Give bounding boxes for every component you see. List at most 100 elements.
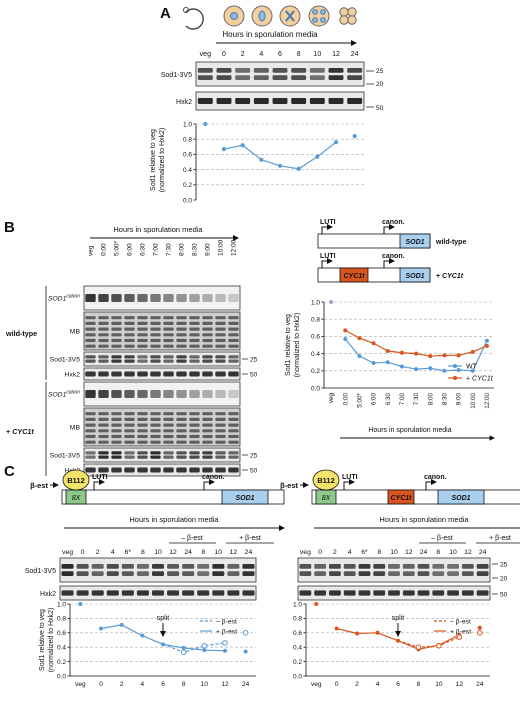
construct-label: + CYC1t [436, 273, 464, 280]
blot-band [235, 75, 251, 80]
blot-band [329, 564, 341, 569]
blot-band [150, 321, 161, 325]
lane-label: 24 [184, 549, 192, 556]
blot-band [111, 390, 122, 398]
y-tick-label: 0.6 [311, 334, 320, 341]
8x-label: 8X [322, 495, 331, 502]
blot-band [432, 590, 445, 596]
data-point [385, 360, 390, 365]
canon-promoter-arrow [383, 258, 395, 268]
lane-label: 10 [154, 549, 162, 556]
blot-band [163, 316, 174, 320]
group-label-wt: wild-type [5, 329, 37, 338]
lane-label: 12:00 [231, 239, 238, 256]
blot-band [151, 564, 165, 569]
blot-band [163, 390, 174, 398]
blot-band [61, 564, 74, 569]
data-point [399, 350, 404, 355]
blot-band [124, 429, 135, 433]
blot-band [124, 412, 135, 416]
blot-band [150, 423, 161, 427]
data-point [240, 143, 245, 148]
blot-band [137, 338, 148, 343]
blot-band [124, 390, 135, 398]
blot-band [215, 316, 226, 320]
lane-label: 4 [259, 51, 263, 58]
x-tick-label: 8 [182, 681, 186, 688]
blot-band [189, 344, 200, 348]
legend-label: + β-est [216, 629, 237, 636]
split-label: split [392, 615, 405, 622]
blot-band [91, 590, 104, 596]
blot-band [150, 412, 161, 416]
x-tick-label: 12:00 [484, 393, 491, 409]
data-point [203, 121, 208, 127]
legend-label: – β-est [216, 619, 237, 626]
lane-label: 10:00 [218, 239, 225, 256]
x-tick-label: 4 [376, 681, 380, 688]
blot-band [228, 327, 239, 331]
sod1-box [437, 489, 485, 505]
blot-band [216, 75, 232, 80]
blot-band [85, 440, 96, 444]
blot-band [111, 467, 122, 473]
lane-label: veg [62, 549, 73, 556]
blot-band [150, 316, 161, 320]
blot-band [347, 98, 363, 104]
blot-band [98, 434, 109, 439]
data-point [484, 338, 489, 343]
blot-band [137, 371, 148, 377]
blot-band [124, 417, 135, 421]
blot-label: SOD1canon [48, 294, 80, 303]
blot-band [163, 294, 174, 302]
blot-band [358, 590, 371, 596]
blot-band [291, 75, 307, 80]
blot-band [189, 338, 200, 343]
blot-band [202, 338, 213, 343]
blot-band [228, 434, 239, 439]
blot-band [228, 451, 239, 455]
blot-band [124, 371, 135, 377]
x-tick-label: 10 [201, 681, 209, 688]
blot-band [329, 571, 341, 576]
blot-band [373, 564, 386, 569]
blot-band [176, 429, 187, 433]
x-tick-label: 0:00 [342, 393, 349, 406]
panel-b-construct-diagram: SOD1 LUTI canon. wild-type CYC1t SOD1 LUTI cano… [317, 219, 466, 283]
y-tick-label: 0.4 [57, 645, 66, 652]
blot-band [111, 359, 122, 363]
x-tick-label: 0 [99, 681, 103, 688]
sod1-label: SOD1 [235, 495, 254, 502]
luti-label: LUTI [320, 253, 336, 260]
y-axis-label: Sod1 relative to veg [39, 609, 46, 671]
blot-band [91, 564, 104, 569]
blot-band [328, 75, 344, 80]
blot-band [299, 564, 312, 569]
series-line-shared [100, 624, 164, 645]
y-axis-label: (normalized to Hxk2) [159, 128, 166, 193]
blot-band [212, 590, 225, 596]
blot-band [228, 355, 239, 359]
blot-band [189, 321, 200, 325]
blot-band [163, 467, 174, 473]
blot-band [106, 564, 119, 569]
blot-band [402, 564, 415, 569]
luti-promoter-arrow [321, 258, 333, 268]
x-tick-label: 9:00 [456, 393, 463, 406]
blot-band [182, 590, 195, 596]
blot-band [98, 294, 109, 302]
blot-band [176, 321, 187, 325]
blot-band [343, 571, 356, 576]
blot-band [111, 294, 122, 302]
cell-icon [183, 7, 189, 13]
blot-band [163, 412, 174, 416]
blot-band [150, 359, 161, 363]
x-tick-label: 7:00 [399, 393, 406, 406]
blot-band [215, 429, 226, 433]
blot-band [150, 440, 161, 444]
lane-label: 5:00* [114, 240, 121, 256]
blot-band [202, 355, 213, 359]
blot-label-sod1: Sod1-3V5 [25, 568, 56, 575]
blot-band [176, 359, 187, 363]
